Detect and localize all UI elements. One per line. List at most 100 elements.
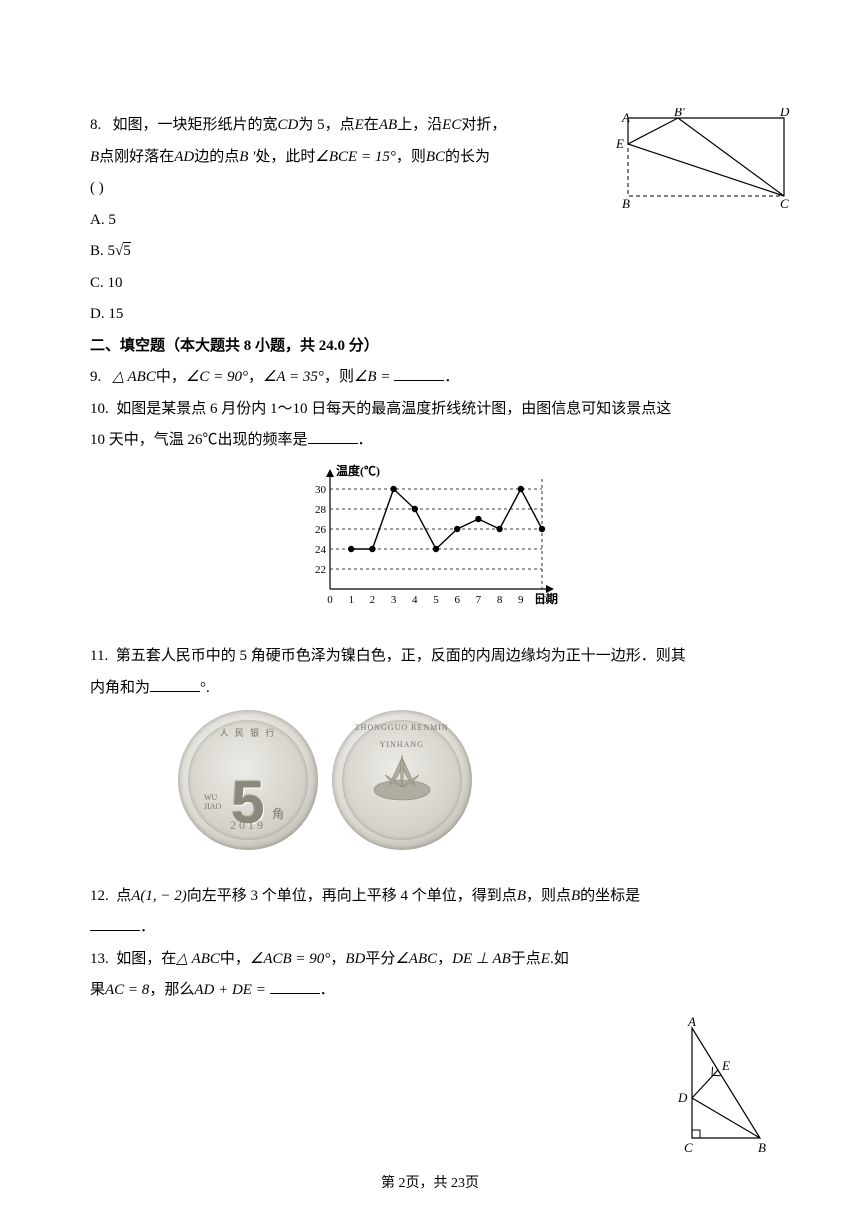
q13-lbl-E: E xyxy=(721,1058,730,1073)
q10-l2: 10 天中，气温 26℃出现的频率是 xyxy=(90,432,308,448)
q13-lbl-B: B xyxy=(758,1140,766,1155)
q8-prefix: 8. xyxy=(90,117,101,133)
svg-text:28: 28 xyxy=(315,504,327,516)
q9-block: 9. △ ABC中，∠C = 90°，∠A = 35°，则∠B = ． xyxy=(90,362,770,394)
coins: 人 民 银 行 5 WUJIAO 角 2019 ZHONGGUO RENMIN … xyxy=(178,710,770,863)
q10-line2: 10 天中，气温 26℃出现的频率是 ． xyxy=(90,425,770,457)
q10-prefix: 10. xyxy=(90,401,109,417)
q12-block: 12. 点A(1, − 2)向左平移 3 个单位，再向上平移 4 个单位，得到点… xyxy=(90,881,770,944)
q8-ad: AD xyxy=(174,149,194,165)
q9-blank[interactable] xyxy=(394,365,444,382)
q8-t7: 边的点 xyxy=(194,149,239,165)
q13-d: 平分 xyxy=(365,951,395,967)
q8-optD: D. 15 xyxy=(90,299,770,331)
svg-text:7: 7 xyxy=(476,594,482,606)
lbl-C: C xyxy=(780,196,789,211)
q9-d: ， xyxy=(248,369,263,385)
q9-prefix: 9. xyxy=(90,369,101,385)
svg-text:26: 26 xyxy=(315,524,327,536)
q13-blank[interactable] xyxy=(270,978,320,995)
q10-block: 10. 如图是某景点 6 月份内 1～10 日每天的最高温度折线统计图，由图信息… xyxy=(90,394,770,457)
q13-e: ， xyxy=(437,951,452,967)
q10-line1: 10. 如图是某景点 6 月份内 1～10 日每天的最高温度折线统计图，由图信息… xyxy=(90,394,770,426)
coin-front: 人 民 银 行 5 WUJIAO 角 2019 xyxy=(178,710,318,850)
q8-t6: 点刚好落在 xyxy=(99,149,174,165)
q8-ab: AB xyxy=(379,117,397,133)
page-footer: 第 2页，共 23页 xyxy=(0,1169,860,1198)
q9-f: ，则 xyxy=(324,369,354,385)
q8-bp: B ′ xyxy=(239,149,255,165)
svg-text:22: 22 xyxy=(315,564,326,576)
q8-t8: 处，此时 xyxy=(255,149,315,165)
q13-a: 如图，在 xyxy=(116,951,176,967)
svg-text:24: 24 xyxy=(315,544,327,556)
section2-heading: 二、填空题（本大题共 8 小题，共 24.0 分） xyxy=(90,331,770,363)
q13-end: ． xyxy=(320,982,335,998)
q11-line2: 内角和为 °. xyxy=(90,673,770,705)
q13-g: .如 xyxy=(550,951,569,967)
lbl-A: A xyxy=(621,110,630,125)
q8-figure: A B′ D E B C xyxy=(616,108,792,212)
q9-c: ∠C = 90° xyxy=(186,369,248,385)
q11-l2: 内角和为 xyxy=(90,680,150,696)
q8-t4: 上，沿 xyxy=(397,117,442,133)
q8-bc: BC xyxy=(426,149,445,165)
q13-abc: ∠ABC xyxy=(395,951,437,967)
q13-lbl-C: C xyxy=(684,1140,693,1155)
q13-tri: △ ABC xyxy=(176,951,220,967)
q12-blank[interactable] xyxy=(90,915,140,932)
svg-text:30: 30 xyxy=(315,484,327,496)
q13-line1: 13. 如图，在△ ABC中，∠ACB = 90°，BD平分∠ABC，DE ⊥ … xyxy=(90,944,650,976)
q8-optB: B. 5√5√5 xyxy=(90,236,770,268)
lbl-D: D xyxy=(779,108,790,119)
svg-text:8: 8 xyxy=(497,594,503,606)
q13-lbl-D: D xyxy=(677,1090,688,1105)
q11-prefix: 11. xyxy=(90,648,108,664)
q8-t9: ，则 xyxy=(396,149,426,165)
q13-bd: BD xyxy=(345,951,365,967)
svg-text:5: 5 xyxy=(433,594,439,606)
q13-block: 13. 如图，在△ ABC中，∠ACB = 90°，BD平分∠ABC，DE ⊥ … xyxy=(90,944,770,1007)
q11-l1: 第五套人民币中的 5 角硬币色泽为镍白色，正，反面的内周边缘均为正十一边形．则其 xyxy=(116,648,686,664)
q8-t10: 的长为 xyxy=(445,149,490,165)
lbl-E: E xyxy=(616,136,624,151)
q9-g: ∠B = xyxy=(354,369,390,385)
q8-ang: ∠BCE = 15° xyxy=(315,149,395,165)
q8-svg: A B′ D E B C xyxy=(616,108,792,212)
q8-e: E xyxy=(355,117,364,133)
q11-blank[interactable] xyxy=(150,675,200,692)
svg-text:1: 1 xyxy=(348,594,354,606)
q13-ac: AC = 8 xyxy=(105,982,149,998)
q10-end: ． xyxy=(358,432,373,448)
svg-text:9: 9 xyxy=(518,594,524,606)
q8-ec: EC xyxy=(442,117,461,133)
q12-line1: 12. 点A(1, − 2)向左平移 3 个单位，再向上平移 4 个单位，得到点… xyxy=(90,881,770,913)
q12-line2: ． xyxy=(90,912,770,944)
svg-text:4: 4 xyxy=(412,594,418,606)
svg-text:日期: 日期 xyxy=(534,591,558,606)
q12-f: 的坐标是 xyxy=(580,888,640,904)
lbl-Bp: B′ xyxy=(674,108,685,119)
q13-b: 中， xyxy=(220,951,250,967)
svg-text:0: 0 xyxy=(327,594,333,606)
q13-l2b: ，那么 xyxy=(149,982,194,998)
q12-e: B xyxy=(571,888,580,904)
q13-ept: E xyxy=(541,951,550,967)
q12-a: 点 xyxy=(116,888,131,904)
q8-t5: 对折， xyxy=(461,117,506,133)
q9-a: △ ABC xyxy=(113,369,156,385)
q10-l1: 如图是某景点 6 月份内 1～10 日每天的最高温度折线统计图，由图信息可知该景… xyxy=(116,401,671,417)
svg-text:3: 3 xyxy=(391,594,397,606)
q13-c: ， xyxy=(330,951,345,967)
q12-c: B xyxy=(517,888,526,904)
q13-figure: A E D C B xyxy=(672,1016,772,1156)
q13-sum: AD + DE = xyxy=(194,982,265,998)
q12-prefix: 12. xyxy=(90,888,109,904)
q9-b: 中， xyxy=(156,369,186,385)
coin-back: ZHONGGUO RENMIN YINHANG xyxy=(332,710,472,850)
q12-b: 向左平移 3 个单位，再向上平移 4 个单位，得到点 xyxy=(187,888,517,904)
q13-line2: 果AC = 8，那么AD + DE = ． xyxy=(90,975,650,1007)
q11-unit: °. xyxy=(200,680,210,696)
q13-ang: ∠ACB = 90° xyxy=(250,951,330,967)
q10-blank[interactable] xyxy=(308,428,358,445)
